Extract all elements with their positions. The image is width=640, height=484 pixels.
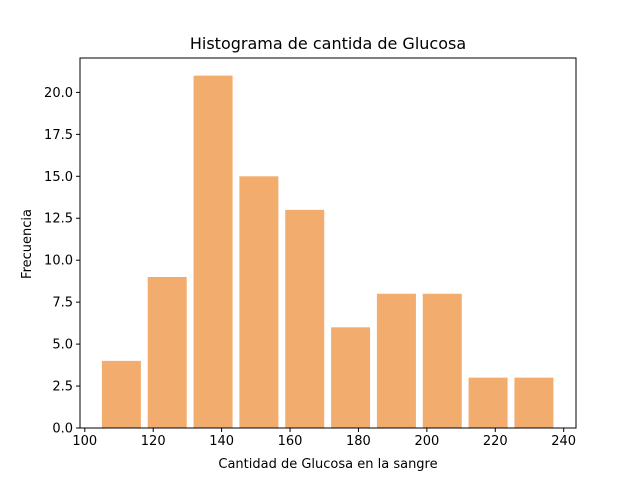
histogram-bar-8 [422,293,462,428]
x-tick-label: 200 [414,434,439,449]
y-tick-label: 0.0 [52,422,73,437]
histogram-bar-7 [376,293,416,428]
y-tick-label: 7.5 [52,296,73,311]
x-tick-label: 120 [141,434,166,449]
y-tick-label: 5.0 [52,338,73,353]
x-tick-label: 160 [278,434,303,449]
histogram-bar-10 [514,377,554,428]
histogram-bar-9 [468,377,508,428]
histogram-bar-2 [147,276,187,428]
x-ticks-group: 100 120 140 160 180 200 220 240 [72,428,576,449]
axes-frame [79,57,577,429]
histogram-bar-6 [331,327,371,428]
y-tick-label: 20.0 [44,86,73,101]
x-tick-label: 220 [483,434,508,449]
histogram-bar-4 [239,176,279,428]
y-tick-label: 10.0 [44,254,73,269]
x-axis-label: Cantidad de Glucosa en la sangre [218,457,437,472]
histogram-bar-5 [285,209,325,428]
x-tick-label: 240 [551,434,576,449]
y-tick-label: 17.5 [44,128,73,143]
chart-title: Histograma de cantida de Glucosa [190,34,466,53]
y-tick-label: 2.5 [52,380,73,395]
y-tick-label: 15.0 [44,170,73,185]
y-ticks-group: 0.0 2.5 5.0 7.5 10.0 12.5 15.0 17.5 20.0 [44,86,80,437]
y-axis-label: Frecuencia [20,209,35,279]
bars-group [101,75,554,429]
x-tick-label: 140 [209,434,234,449]
histogram-bar-1 [101,360,141,428]
x-tick-label: 100 [72,434,97,449]
x-tick-label: 180 [346,434,371,449]
y-tick-label: 12.5 [44,212,73,227]
histogram-bar-3 [193,75,233,429]
